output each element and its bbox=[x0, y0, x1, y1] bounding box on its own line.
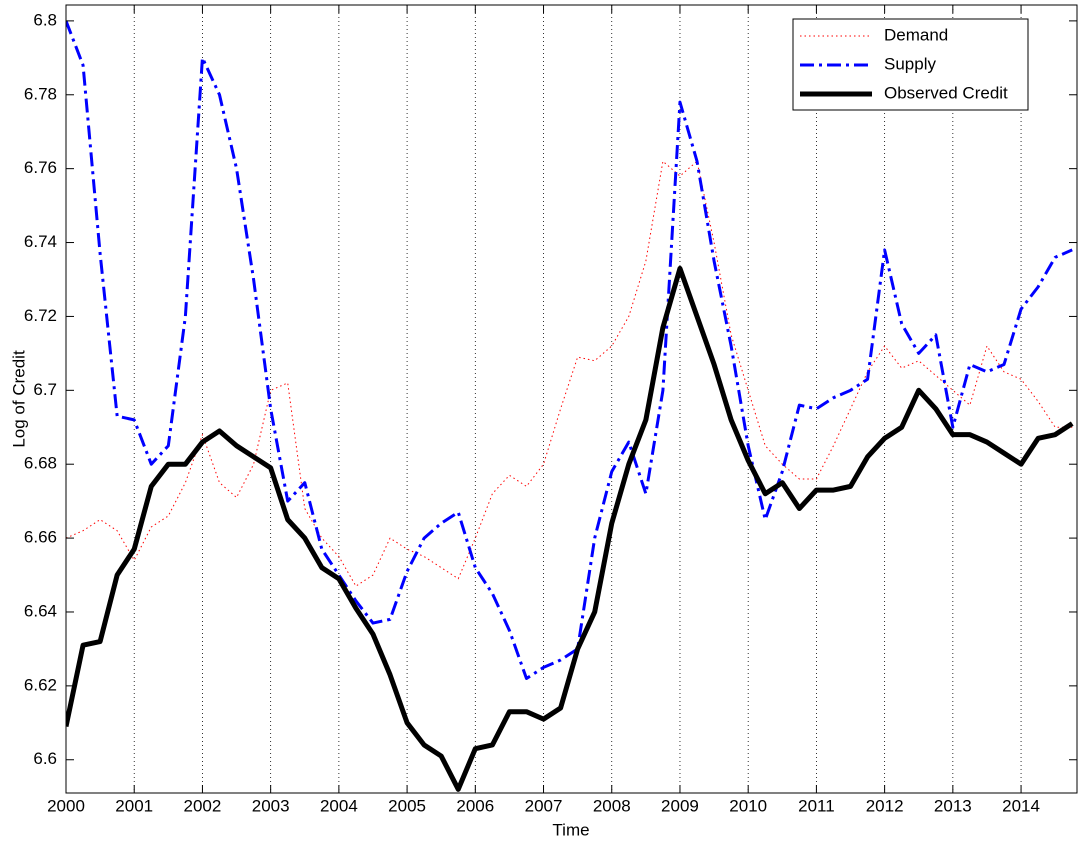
x-tick-label: 2003 bbox=[252, 796, 290, 815]
axes: 2000 2001 2002 2003 2004 2005 2006 2007 2008 2009… bbox=[24, 4, 1078, 815]
legend: Demand Supply Observed Credit bbox=[792, 18, 1029, 111]
lines bbox=[66, 20, 1074, 792]
series-line bbox=[66, 20, 1073, 680]
y-tick-label: 6.66 bbox=[24, 528, 57, 547]
x-tick-label: 2006 bbox=[456, 796, 494, 815]
x-tick-label: 2009 bbox=[661, 796, 699, 815]
x-tick-label: 2001 bbox=[115, 796, 153, 815]
y-axis-label: Log of Credit bbox=[9, 350, 28, 448]
x-tick-label: 2005 bbox=[388, 796, 426, 815]
y-tick-label: 6.74 bbox=[24, 232, 57, 251]
y-tick-label: 6.8 bbox=[33, 10, 57, 29]
y-tick-label: 6.6 bbox=[33, 749, 57, 768]
x-tick-label: 2010 bbox=[729, 796, 767, 815]
y-tick-label: 6.7 bbox=[33, 380, 57, 399]
series-line bbox=[66, 160, 1073, 587]
x-tick-label: 2011 bbox=[798, 796, 835, 815]
axes-box bbox=[65, 4, 1078, 794]
x-tick-label: 2007 bbox=[525, 796, 563, 815]
y-tick-label: 6.62 bbox=[24, 675, 57, 694]
y-tick-label: 6.76 bbox=[24, 158, 57, 177]
x-tick-label: 2000 bbox=[47, 796, 85, 815]
x-tick-label: 2002 bbox=[184, 796, 222, 815]
x-tick-label: 2014 bbox=[1002, 796, 1040, 815]
x-tick-label: 2004 bbox=[320, 796, 358, 815]
series-line bbox=[66, 265, 1074, 792]
y-tick-label: 6.68 bbox=[24, 454, 57, 473]
legend-label: Demand bbox=[884, 25, 948, 44]
x-tick-label: 2008 bbox=[593, 796, 631, 815]
x-axis-label: Time bbox=[552, 820, 589, 839]
legend-label: Supply bbox=[884, 54, 936, 73]
y-tick-label: 6.64 bbox=[24, 601, 57, 620]
x-tick-label: 2013 bbox=[934, 796, 972, 815]
legend-label: Observed Credit bbox=[884, 83, 1008, 102]
x-tick-label: 2012 bbox=[866, 796, 904, 815]
y-tick-label: 6.72 bbox=[24, 306, 57, 325]
y-tick-label: 6.78 bbox=[24, 84, 57, 103]
